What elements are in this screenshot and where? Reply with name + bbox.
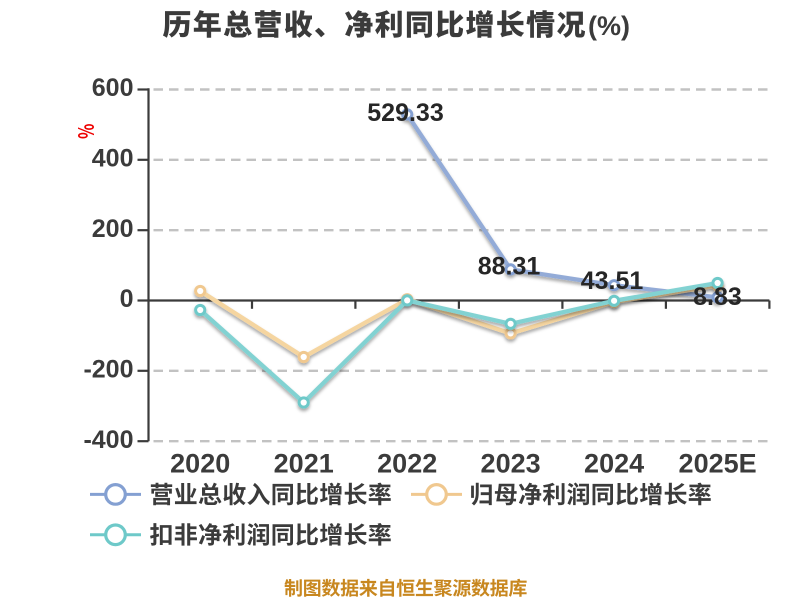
svg-text:2025E: 2025E — [679, 448, 757, 478]
svg-text:600: 600 — [92, 74, 134, 102]
svg-text:200: 200 — [92, 215, 134, 243]
svg-text:-200: -200 — [83, 355, 133, 383]
svg-text:(%): (%) — [588, 11, 630, 41]
svg-text:8.83: 8.83 — [693, 283, 742, 311]
svg-text:400: 400 — [92, 144, 134, 172]
svg-text:2023: 2023 — [481, 448, 541, 478]
svg-text:2021: 2021 — [274, 448, 334, 478]
svg-text:2020: 2020 — [170, 448, 230, 478]
svg-text:0: 0 — [120, 285, 134, 313]
svg-text:43.51: 43.51 — [581, 267, 644, 295]
svg-text:529.33: 529.33 — [367, 99, 443, 127]
svg-text:2024: 2024 — [584, 448, 644, 478]
svg-text:-400: -400 — [83, 426, 133, 454]
svg-text:2022: 2022 — [377, 448, 437, 478]
svg-text:88.31: 88.31 — [478, 253, 541, 281]
